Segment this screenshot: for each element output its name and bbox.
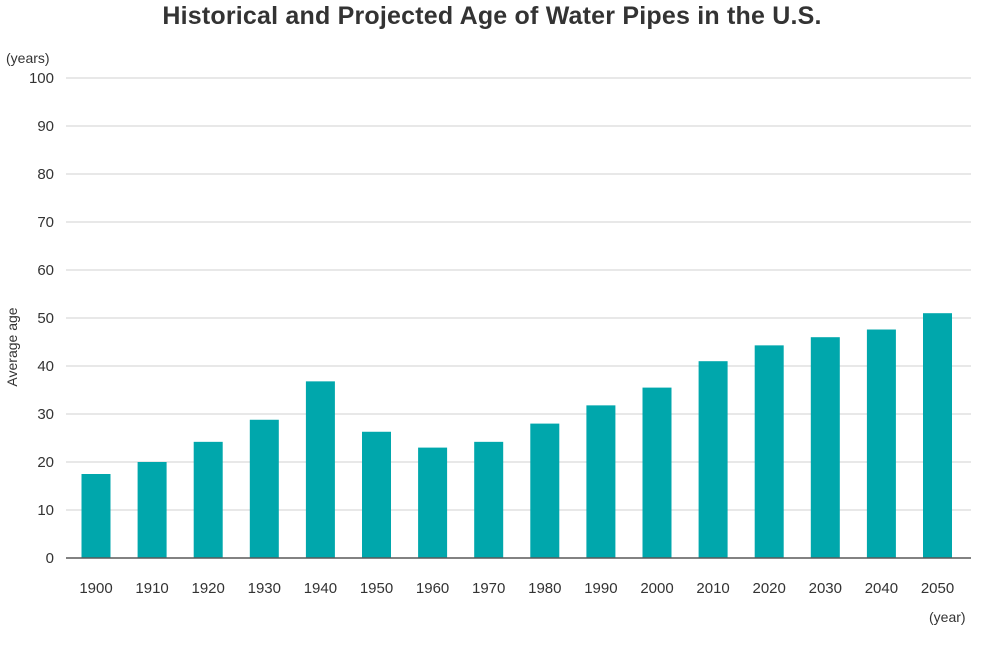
x-tick-labels: 1900 1910 1920 1930 1940 1950 1960 1970 1980 1990… bbox=[79, 580, 954, 597]
bar-1940 bbox=[305, 381, 335, 558]
bar-1920 bbox=[193, 441, 223, 558]
bar-1970 bbox=[474, 441, 504, 558]
bar-2030 bbox=[810, 337, 840, 558]
bar-2040 bbox=[866, 329, 896, 558]
y-tick-label: 70 bbox=[37, 214, 54, 231]
x-tick-label: 1900 bbox=[79, 580, 112, 597]
bars bbox=[81, 313, 952, 558]
x-tick-label: 1910 bbox=[135, 580, 168, 597]
bar-1910 bbox=[137, 462, 167, 558]
x-tick-label: 2020 bbox=[753, 580, 786, 597]
bar-2010 bbox=[698, 361, 728, 558]
x-tick-label: 2010 bbox=[696, 580, 729, 597]
y-tick-label: 30 bbox=[37, 406, 54, 423]
x-tick-label: 2040 bbox=[865, 580, 898, 597]
x-tick-label: 1990 bbox=[584, 580, 617, 597]
y-tick-label: 80 bbox=[37, 166, 54, 183]
x-tick-label: 1960 bbox=[416, 580, 449, 597]
x-axis-unit: (year) bbox=[929, 609, 966, 625]
x-tick-label: 1950 bbox=[360, 580, 393, 597]
x-tick-label: 1940 bbox=[304, 580, 337, 597]
bar-2000 bbox=[642, 387, 672, 558]
y-axis-unit: (years) bbox=[6, 50, 50, 66]
bar-1960 bbox=[418, 447, 448, 558]
bar-1930 bbox=[249, 419, 279, 558]
y-tick-label: 0 bbox=[46, 550, 54, 567]
bar-1900 bbox=[81, 474, 111, 558]
y-tick-label: 10 bbox=[37, 502, 54, 519]
y-tick-labels: 0 10 20 30 40 50 60 70 80 90 100 bbox=[29, 70, 54, 567]
y-tick-label: 40 bbox=[37, 358, 54, 375]
x-tick-label: 2050 bbox=[921, 580, 954, 597]
y-tick-label: 60 bbox=[37, 262, 54, 279]
x-tick-label: 2030 bbox=[809, 580, 842, 597]
x-tick-label: 1970 bbox=[472, 580, 505, 597]
x-tick-label: 1930 bbox=[248, 580, 281, 597]
y-tick-label: 90 bbox=[37, 118, 54, 135]
bar-1950 bbox=[362, 431, 391, 558]
bar-2050 bbox=[923, 313, 952, 558]
chart-title: Historical and Projected Age of Water Pi… bbox=[162, 2, 822, 30]
x-tick-label: 1980 bbox=[528, 580, 561, 597]
y-tick-label: 100 bbox=[29, 70, 54, 87]
y-tick-label: 50 bbox=[37, 310, 54, 327]
y-tick-label: 20 bbox=[37, 454, 54, 471]
x-tick-label: 1920 bbox=[192, 580, 225, 597]
x-tick-label: 2000 bbox=[640, 580, 673, 597]
bar-1990 bbox=[586, 405, 616, 558]
bar-2020 bbox=[754, 345, 784, 558]
bar-1980 bbox=[530, 423, 560, 558]
